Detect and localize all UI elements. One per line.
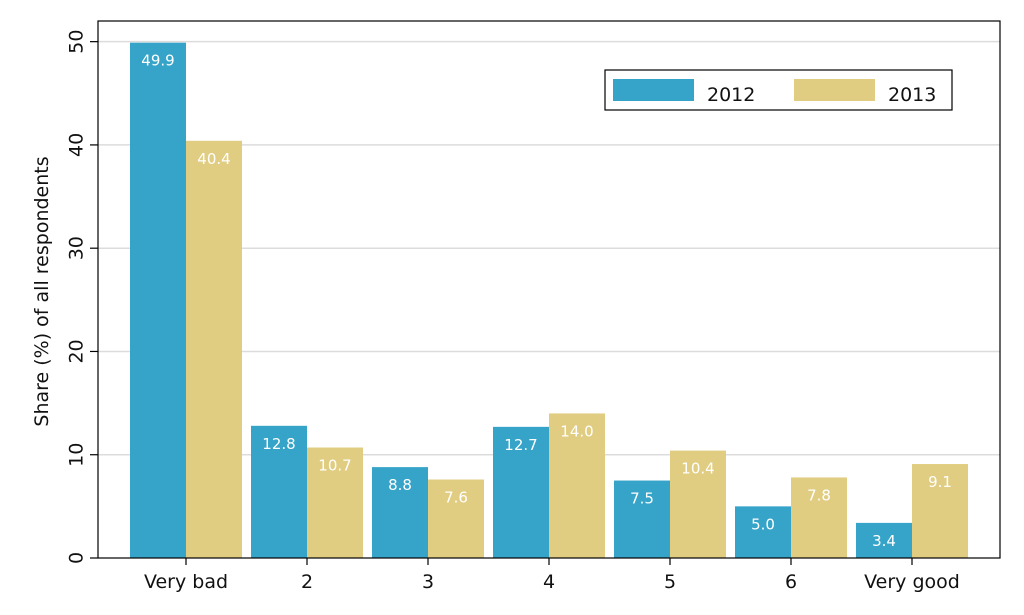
x-tick-label: 3	[422, 571, 434, 593]
bars	[130, 42, 968, 559]
bar-data-labels: 49.9 40.4 12.8 10.7 8.8 7.6 12.7 14.0 7.5 10.4 5.0…	[141, 52, 952, 550]
bar-data-label: 12.8	[262, 435, 295, 453]
bar-2013	[549, 413, 605, 558]
gridlines	[98, 40, 1000, 456]
bar-2012	[614, 480, 670, 558]
bar-data-label: 7.5	[630, 490, 654, 508]
bar-data-label: 12.7	[504, 436, 537, 454]
y-tick-label: 50	[66, 30, 88, 54]
bar-2012	[130, 42, 186, 559]
x-tick-label: Very bad	[144, 571, 228, 593]
bar-2013	[428, 479, 484, 558]
bar-2012	[856, 522, 912, 558]
bar-2013	[670, 450, 726, 558]
bar-2012	[372, 467, 428, 558]
bar-2012	[735, 506, 791, 558]
bar-data-label: 9.1	[928, 473, 952, 491]
bar-2012	[251, 425, 307, 558]
x-tick-label: 2	[301, 571, 313, 593]
bar-2013	[791, 477, 847, 558]
y-tick-label: 40	[66, 133, 88, 157]
bar-data-label: 14.0	[560, 422, 593, 440]
x-axis: Very bad 2 3 4 5 6 Very good	[144, 558, 960, 593]
bar-data-label: 7.6	[444, 489, 468, 507]
bar-data-label: 40.4	[197, 150, 230, 168]
bar-2013	[186, 140, 242, 559]
bar-data-label: 3.4	[872, 532, 896, 550]
bar-data-label: 10.7	[318, 457, 351, 475]
legend-swatch-2013	[794, 79, 875, 101]
legend-swatch-2012	[613, 79, 694, 101]
legend-label-2013: 2013	[888, 84, 936, 106]
y-tick-label: 20	[66, 339, 88, 363]
y-axis: 0 10 20 30 40 50	[66, 30, 98, 564]
x-tick-label: 4	[543, 571, 555, 593]
x-tick-label: 6	[785, 571, 797, 593]
y-tick-label: 30	[66, 236, 88, 260]
bar-data-label: 5.0	[751, 515, 775, 533]
bar-data-label: 8.8	[388, 476, 412, 494]
y-axis-label: Share (%) of all respondents	[31, 156, 53, 426]
x-tick-label: Very good	[864, 571, 960, 593]
legend: 2012 2013	[604, 69, 953, 111]
bar-2013	[912, 464, 968, 558]
legend-label-2012: 2012	[707, 84, 755, 106]
bar-2012	[493, 426, 549, 558]
x-tick-label: 5	[664, 571, 676, 593]
bar-2013	[307, 447, 363, 558]
y-tick-label: 10	[66, 443, 88, 467]
bar-data-label: 49.9	[141, 52, 174, 70]
bar-data-label: 7.8	[807, 486, 831, 504]
y-tick-label: 0	[66, 552, 88, 564]
bar-data-label: 10.4	[681, 460, 714, 478]
